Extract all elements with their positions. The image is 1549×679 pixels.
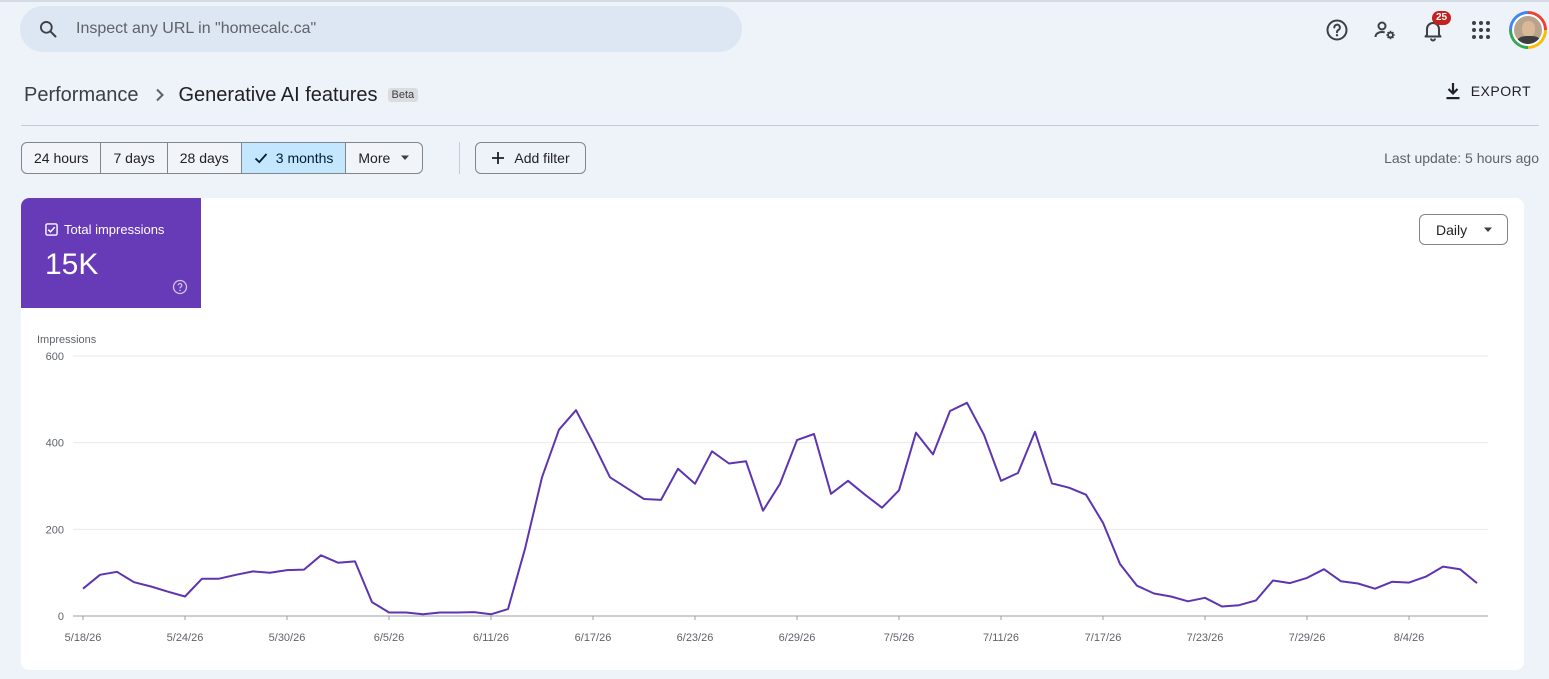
x-tick-label: 7/29/26 bbox=[1289, 632, 1326, 644]
notifications-icon[interactable]: 25 bbox=[1413, 10, 1453, 50]
y-axis-label: Impressions bbox=[37, 334, 97, 346]
x-tick-label: 6/17/26 bbox=[575, 632, 612, 644]
x-tick-label: 7/17/26 bbox=[1085, 632, 1122, 644]
granularity-dropdown[interactable]: Daily bbox=[1419, 214, 1508, 245]
y-tick-label: 200 bbox=[46, 524, 64, 536]
y-tick-label: 400 bbox=[46, 438, 64, 450]
top-border bbox=[0, 0, 1549, 2]
header-divider bbox=[21, 125, 1539, 126]
chart-card: Impressions 0 200 400 600 5/18/26 5/24/26 5/30/… bbox=[21, 198, 1524, 670]
add-filter-button[interactable]: Add filter bbox=[475, 142, 586, 174]
range-3-months[interactable]: 3 months bbox=[241, 143, 347, 173]
avatar-photo bbox=[1512, 14, 1544, 46]
x-tick-label: 7/5/26 bbox=[884, 632, 915, 644]
date-range-selector: 24 hours 7 days 28 days 3 months More bbox=[21, 142, 424, 174]
help-icon[interactable] bbox=[1317, 10, 1357, 50]
range-24-hours[interactable]: 24 hours bbox=[22, 143, 102, 173]
download-icon bbox=[1446, 83, 1460, 100]
check-icon bbox=[254, 153, 267, 164]
metric-help-icon[interactable] bbox=[172, 279, 188, 300]
last-update-text: Last update: 5 hours ago bbox=[1384, 150, 1539, 166]
x-tick-label: 8/4/26 bbox=[1394, 632, 1425, 644]
checkbox-checked-icon[interactable] bbox=[45, 223, 58, 236]
caret-down-icon bbox=[401, 155, 410, 160]
export-label: EXPORT bbox=[1470, 83, 1531, 99]
breadcrumb-performance[interactable]: Performance bbox=[24, 83, 139, 106]
breadcrumb: Performance Generative AI features Beta bbox=[24, 81, 419, 109]
x-tick-label: 5/18/26 bbox=[65, 632, 102, 644]
page-title: Generative AI features bbox=[178, 83, 378, 106]
apps-grid-icon[interactable] bbox=[1461, 10, 1501, 50]
impressions-chart: Impressions 0 200 400 600 5/18/26 5/24/26 5/30/… bbox=[37, 334, 1488, 644]
range-7-days[interactable]: 7 days bbox=[101, 143, 168, 173]
filter-divider bbox=[459, 142, 460, 174]
avatar[interactable] bbox=[1509, 11, 1547, 49]
total-impressions-metric[interactable]: Total impressions 15K bbox=[21, 198, 201, 308]
y-tick-label: 0 bbox=[58, 611, 64, 623]
impressions-series-line[interactable] bbox=[82, 401, 1478, 616]
chevron-right-icon bbox=[155, 88, 165, 102]
top-actions: 25 bbox=[1317, 10, 1549, 50]
x-tick-label: 5/24/26 bbox=[167, 632, 204, 644]
x-tick-label: 6/11/26 bbox=[473, 632, 509, 644]
x-tick-label: 6/23/26 bbox=[677, 632, 714, 644]
notification-badge: 25 bbox=[1432, 11, 1452, 25]
x-tick-label: 7/23/26 bbox=[1187, 632, 1224, 644]
search-input[interactable] bbox=[76, 20, 676, 38]
url-inspection-search[interactable] bbox=[20, 6, 742, 52]
x-tick-label: 6/5/26 bbox=[374, 632, 405, 644]
beta-badge: Beta bbox=[387, 88, 419, 102]
metric-value: 15K bbox=[45, 248, 99, 281]
range-more-dropdown[interactable]: More bbox=[346, 143, 422, 173]
manage-users-icon[interactable] bbox=[1365, 10, 1405, 50]
granularity-label: Daily bbox=[1436, 221, 1468, 238]
x-tick-label: 5/30/26 bbox=[269, 632, 306, 644]
x-tick-label: 6/29/26 bbox=[779, 632, 816, 644]
metric-label: Total impressions bbox=[45, 222, 164, 237]
range-28-days[interactable]: 28 days bbox=[168, 143, 242, 173]
caret-down-icon bbox=[1484, 227, 1492, 232]
x-tick-label: 7/11/26 bbox=[983, 632, 1019, 644]
export-button[interactable]: EXPORT bbox=[1445, 82, 1531, 100]
search-icon bbox=[20, 19, 76, 39]
add-filter-label: Add filter bbox=[514, 150, 570, 166]
plus-icon bbox=[492, 152, 505, 164]
y-tick-label: 600 bbox=[46, 351, 64, 363]
